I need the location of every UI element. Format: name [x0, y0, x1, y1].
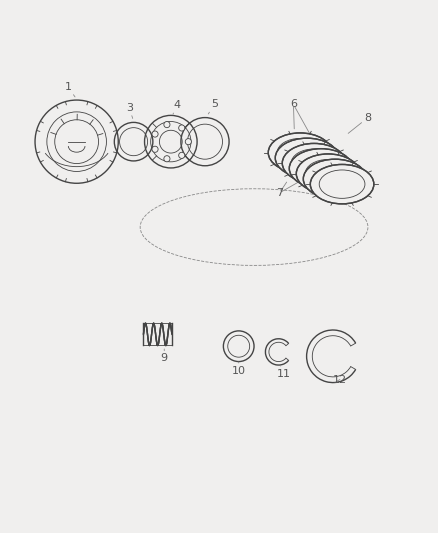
Text: 1: 1: [64, 82, 75, 97]
Text: 10: 10: [232, 362, 246, 376]
Ellipse shape: [303, 159, 367, 199]
Circle shape: [152, 131, 158, 137]
Ellipse shape: [289, 149, 353, 188]
Text: 6: 6: [290, 100, 297, 109]
Text: 9: 9: [161, 349, 168, 364]
Ellipse shape: [283, 143, 346, 183]
Ellipse shape: [310, 165, 374, 204]
Ellipse shape: [275, 138, 339, 177]
Text: 4: 4: [173, 100, 181, 114]
Text: 7: 7: [276, 188, 283, 198]
Text: 12: 12: [333, 375, 347, 384]
Ellipse shape: [296, 154, 360, 193]
Circle shape: [179, 125, 185, 131]
Text: 8: 8: [348, 112, 371, 133]
Circle shape: [164, 156, 170, 162]
Text: 11: 11: [277, 366, 291, 379]
Circle shape: [152, 146, 158, 152]
Text: 5: 5: [208, 100, 218, 114]
Circle shape: [179, 152, 185, 158]
Circle shape: [164, 122, 170, 128]
Text: 3: 3: [126, 103, 133, 118]
Ellipse shape: [268, 133, 332, 172]
Circle shape: [185, 139, 191, 145]
